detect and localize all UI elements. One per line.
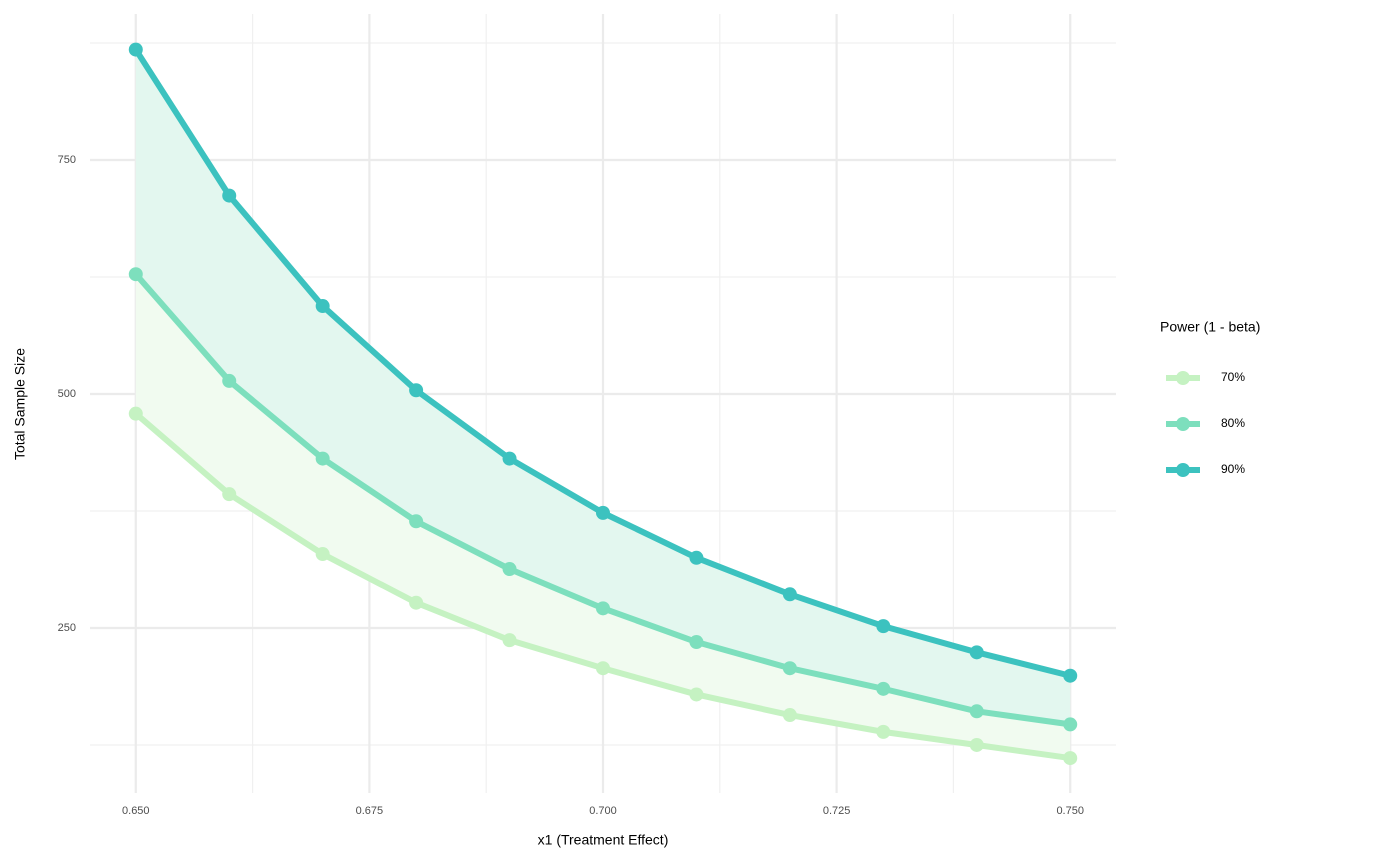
- point: [596, 505, 610, 520]
- point: [782, 661, 797, 676]
- point: [782, 587, 797, 602]
- point: [222, 487, 237, 502]
- point: [409, 514, 424, 529]
- point: [128, 406, 143, 421]
- x-tick-label: 0.700: [589, 805, 617, 817]
- point: [409, 595, 424, 610]
- plot-area: [90, 14, 1116, 793]
- point: [315, 299, 330, 314]
- legend-label: 70%: [1221, 370, 1245, 384]
- legend-marker: [1176, 463, 1190, 477]
- y-axis-label: Total Sample Size: [12, 348, 28, 460]
- point: [689, 687, 704, 702]
- point: [689, 635, 704, 650]
- point: [409, 383, 424, 398]
- point: [222, 373, 237, 388]
- legend-title: Power (1 - beta): [1160, 319, 1260, 335]
- point: [969, 737, 984, 752]
- x-tick-label: 0.725: [823, 805, 851, 817]
- legend-label: 80%: [1221, 416, 1245, 430]
- legend-marker: [1176, 417, 1190, 431]
- y-tick-label: 500: [58, 388, 76, 400]
- point: [876, 681, 891, 696]
- y-tick-label: 250: [58, 622, 76, 634]
- point: [969, 704, 984, 719]
- point: [782, 708, 797, 723]
- point: [596, 661, 610, 676]
- point: [502, 562, 517, 577]
- y-tick-label: 750: [58, 154, 76, 166]
- point: [222, 188, 237, 203]
- point: [1063, 751, 1078, 766]
- point: [315, 547, 330, 562]
- point: [969, 645, 984, 660]
- point: [128, 42, 143, 57]
- x-tick-label: 0.750: [1056, 805, 1084, 817]
- point: [596, 601, 610, 616]
- point: [1063, 717, 1078, 732]
- legend-label: 90%: [1221, 462, 1245, 476]
- point: [689, 550, 704, 565]
- point: [1063, 668, 1078, 683]
- x-tick-label: 0.675: [356, 805, 384, 817]
- x-axis-label: x1 (Treatment Effect): [538, 832, 669, 848]
- legend-marker: [1176, 371, 1190, 385]
- point: [128, 267, 143, 282]
- point: [502, 451, 517, 466]
- point: [315, 451, 330, 466]
- point: [876, 724, 891, 739]
- x-tick-label: 0.650: [122, 805, 150, 817]
- point: [502, 633, 517, 648]
- point: [876, 619, 891, 634]
